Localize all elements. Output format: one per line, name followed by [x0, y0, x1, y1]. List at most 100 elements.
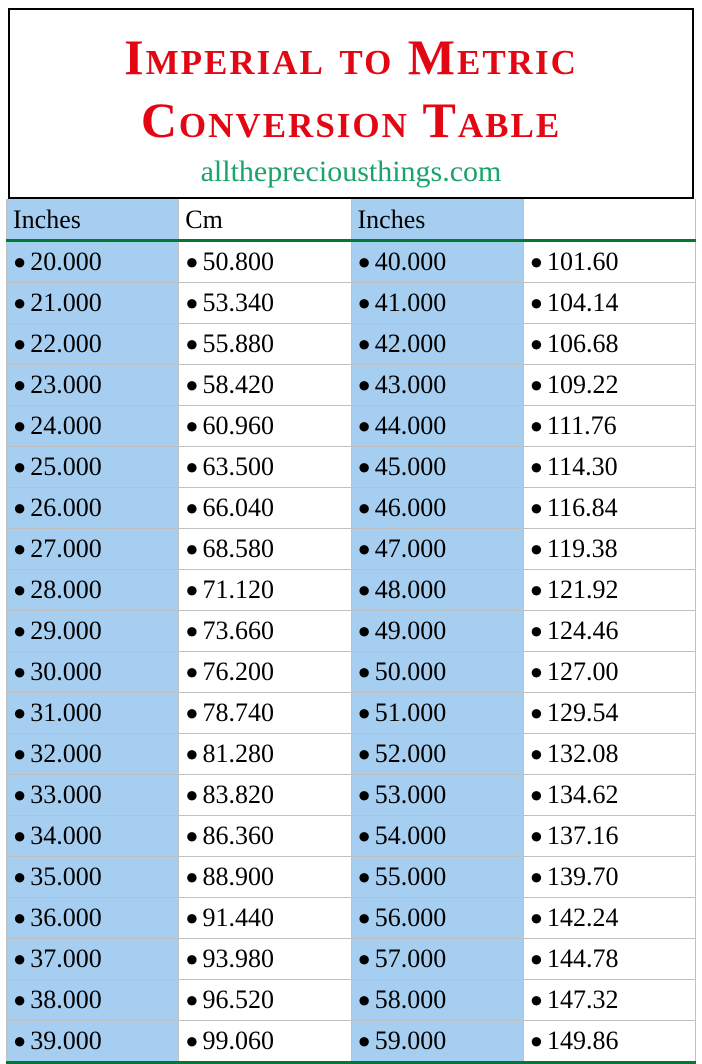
table-row: ●24.000●60.960●44.000●111.76 [7, 406, 696, 447]
table-cell: ●76.200 [179, 652, 351, 693]
cell-value: 52.000 [375, 739, 447, 768]
bullet-icon: ● [358, 823, 371, 848]
bullet-icon: ● [358, 413, 371, 438]
table-cell: ●52.000 [351, 734, 523, 775]
table-row: ●33.000●83.820●53.000●134.62 [7, 775, 696, 816]
cell-value: 33.000 [30, 780, 102, 809]
table-cell: ●106.68 [523, 324, 695, 365]
table-cell: ●129.54 [523, 693, 695, 734]
cell-value: 88.900 [203, 862, 275, 891]
bullet-icon: ● [530, 700, 543, 725]
bullet-icon: ● [358, 618, 371, 643]
cell-value: 109.22 [547, 370, 619, 399]
bullet-icon: ● [530, 249, 543, 274]
table-cell: ●31.000 [7, 693, 179, 734]
bullet-icon: ● [13, 741, 26, 766]
table-cell: ●99.060 [179, 1021, 351, 1063]
cell-value: 68.580 [203, 534, 275, 563]
table-row: ●30.000●76.200●50.000●127.00 [7, 652, 696, 693]
bullet-icon: ● [530, 454, 543, 479]
table-cell: ●147.32 [523, 980, 695, 1021]
table-cell: ●50.000 [351, 652, 523, 693]
table-header-row: InchesCmInches [7, 199, 696, 241]
table-cell: ●42.000 [351, 324, 523, 365]
bullet-icon: ● [13, 618, 26, 643]
table-cell: ●43.000 [351, 365, 523, 406]
cell-value: 149.86 [547, 1026, 619, 1055]
table-row: ●36.000●91.440●56.000●142.24 [7, 898, 696, 939]
bullet-icon: ● [185, 372, 198, 397]
table-cell: ●36.000 [7, 898, 179, 939]
bullet-icon: ● [13, 864, 26, 889]
table-cell: ●47.000 [351, 529, 523, 570]
bullet-icon: ● [13, 987, 26, 1012]
cell-value: 43.000 [375, 370, 447, 399]
bullet-icon: ● [13, 536, 26, 561]
bullet-icon: ● [13, 905, 26, 930]
bullet-icon: ● [530, 782, 543, 807]
bullet-icon: ● [185, 823, 198, 848]
cell-value: 40.000 [375, 247, 447, 276]
bullet-icon: ● [185, 536, 198, 561]
cell-value: 71.120 [203, 575, 275, 604]
table-row: ●26.000●66.040●46.000●116.84 [7, 488, 696, 529]
table-row: ●23.000●58.420●43.000●109.22 [7, 365, 696, 406]
bullet-icon: ● [185, 700, 198, 725]
table-row: ●20.000●50.800●40.000●101.60 [7, 241, 696, 283]
cell-value: 129.54 [547, 698, 619, 727]
cell-value: 47.000 [375, 534, 447, 563]
bullet-icon: ● [185, 741, 198, 766]
table-cell: ●144.78 [523, 939, 695, 980]
cell-value: 46.000 [375, 493, 447, 522]
bullet-icon: ● [185, 659, 198, 684]
bullet-icon: ● [358, 249, 371, 274]
table-cell: ●50.800 [179, 241, 351, 283]
table-cell: ●142.24 [523, 898, 695, 939]
cell-value: 53.340 [203, 288, 275, 317]
cell-value: 26.000 [30, 493, 102, 522]
bullet-icon: ● [13, 782, 26, 807]
table-cell: ●58.420 [179, 365, 351, 406]
table-body: ●20.000●50.800●40.000●101.60●21.000●53.3… [7, 241, 696, 1063]
bullet-icon: ● [358, 536, 371, 561]
table-cell: ●53.000 [351, 775, 523, 816]
column-header: Inches [7, 199, 179, 241]
bullet-icon: ● [530, 987, 543, 1012]
table-row: ●25.000●63.500●45.000●114.30 [7, 447, 696, 488]
cell-value: 116.84 [547, 493, 618, 522]
table-cell: ●40.000 [351, 241, 523, 283]
cell-value: 48.000 [375, 575, 447, 604]
cell-value: 101.60 [547, 247, 619, 276]
bullet-icon: ● [530, 495, 543, 520]
table-cell: ●59.000 [351, 1021, 523, 1063]
table-cell: ●124.46 [523, 611, 695, 652]
table-cell: ●81.280 [179, 734, 351, 775]
cell-value: 86.360 [203, 821, 275, 850]
bullet-icon: ● [358, 905, 371, 930]
cell-value: 55.000 [375, 862, 447, 891]
bullet-icon: ● [13, 413, 26, 438]
table-cell: ●116.84 [523, 488, 695, 529]
title-line2: Conversion Table [141, 92, 561, 148]
table-cell: ●139.70 [523, 857, 695, 898]
table-cell: ●46.000 [351, 488, 523, 529]
table-row: ●35.000●88.900●55.000●139.70 [7, 857, 696, 898]
bullet-icon: ● [530, 618, 543, 643]
table-head: InchesCmInches [7, 199, 696, 241]
table-cell: ●27.000 [7, 529, 179, 570]
cell-value: 127.00 [547, 657, 619, 686]
table-row: ●32.000●81.280●52.000●132.08 [7, 734, 696, 775]
bullet-icon: ● [185, 577, 198, 602]
table-cell: ●71.120 [179, 570, 351, 611]
table-row: ●21.000●53.340●41.000●104.14 [7, 283, 696, 324]
table-cell: ●35.000 [7, 857, 179, 898]
cell-value: 60.960 [203, 411, 275, 440]
bullet-icon: ● [530, 864, 543, 889]
cell-value: 93.980 [203, 944, 275, 973]
bullet-icon: ● [185, 946, 198, 971]
bullet-icon: ● [13, 700, 26, 725]
cell-value: 50.000 [375, 657, 447, 686]
table-row: ●28.000●71.120●48.000●121.92 [7, 570, 696, 611]
cell-value: 41.000 [375, 288, 447, 317]
bullet-icon: ● [185, 618, 198, 643]
